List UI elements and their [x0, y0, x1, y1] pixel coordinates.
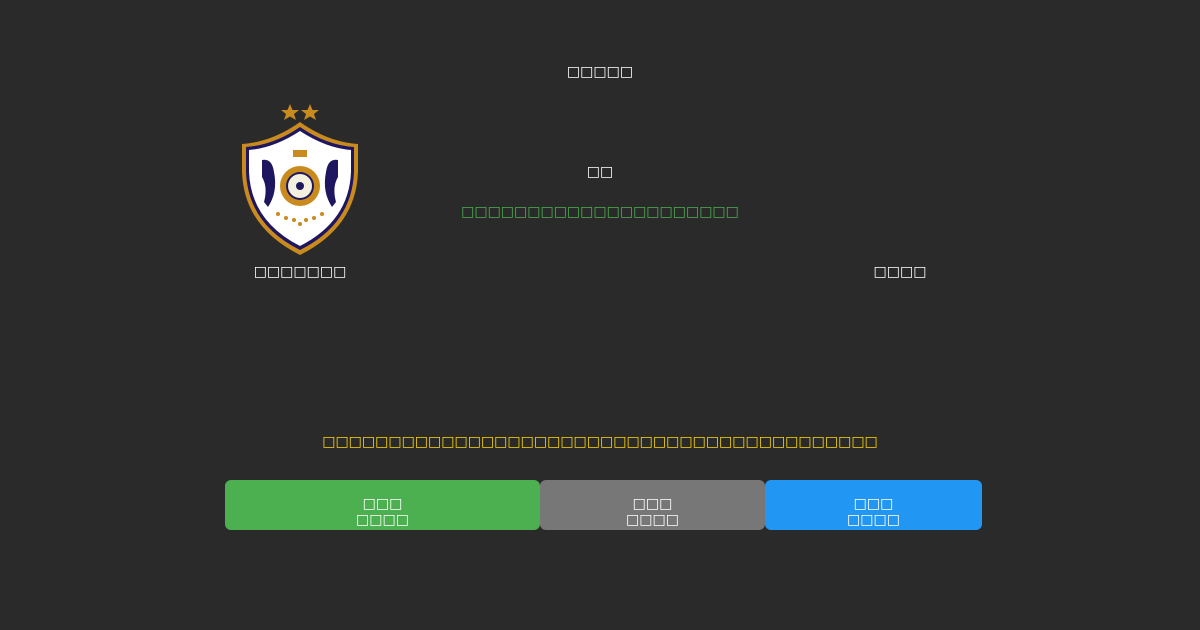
button-label-line1: □□□ — [362, 496, 403, 512]
button-label-line1: □□□ — [853, 496, 894, 512]
action-button-1[interactable]: □□□ □□□□ — [225, 480, 540, 530]
button-label-line2: □□□□ — [847, 512, 900, 528]
page-title: □□□□□ — [566, 64, 634, 80]
button-label-line2: □□□□ — [626, 512, 679, 528]
action-button-3[interactable]: □□□ □□□□ — [765, 480, 982, 530]
team-crest-logo — [242, 104, 358, 255]
match-status: □□□□□□□□□□□□□□□□□□□□□ — [461, 204, 739, 220]
star-icon — [301, 104, 319, 120]
button-label-line2: □□□□ — [356, 512, 409, 528]
notice-text: □□□□□□□□□□□□□□□□□□□□□□□□□□□□□□□□□□□□□□□□… — [322, 434, 878, 450]
star-icon — [281, 104, 299, 120]
match-center-label: □□ — [586, 164, 614, 180]
away-team-name: □□□□ — [873, 264, 927, 280]
action-button-2[interactable]: □□□ □□□□ — [540, 480, 765, 530]
home-team-name: □□□□□□□ — [253, 264, 347, 280]
button-label-line1: □□□ — [632, 496, 673, 512]
